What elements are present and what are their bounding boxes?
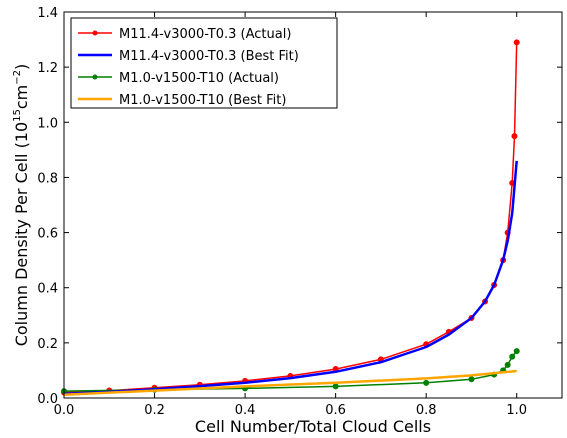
- series-point-2: [509, 353, 516, 360]
- y-tick-label: 1.4: [37, 6, 58, 21]
- y-tick-label: 0.0: [37, 392, 58, 407]
- x-tick-label: 0.4: [235, 403, 256, 418]
- axis-ticks: 0.0 0.2 0.4 0.6 0.8 1.0 0.0 0.2 0.4 0.6 0.8 1.0 1.2 1…: [37, 6, 562, 418]
- legend-label-1: M11.4-v3000-T0.3 (Best Fit): [119, 49, 299, 64]
- y-tick-label: 0.8: [37, 171, 58, 186]
- series-line-3: [63, 369, 517, 396]
- legend-label-0: M11.4-v3000-T0.3 (Actual): [119, 27, 291, 42]
- x-tick-label: 0.2: [144, 403, 165, 418]
- legend-label-2: M1.0-v1500-T10 (Actual): [119, 71, 279, 86]
- series-point-0: [513, 39, 520, 46]
- series-line-0: [63, 42, 518, 394]
- x-axis-label: Cell Number/Total Cloud Cells: [195, 417, 431, 436]
- x-tick-label: 0.0: [54, 403, 75, 418]
- legend-label-3: M1.0-v1500-T10 (Best Fit): [119, 93, 286, 108]
- y-tick-label: 1.0: [37, 116, 58, 131]
- legend-marker-0: [92, 30, 98, 36]
- series-point-2: [423, 379, 430, 386]
- y-tick-label: 1.2: [37, 61, 58, 76]
- y-tick-label: 0.4: [37, 282, 58, 297]
- plot-marks: [61, 39, 520, 396]
- series-point-2: [332, 383, 339, 390]
- legend-box: [70, 17, 338, 109]
- x-tick-label: 0.6: [325, 403, 346, 418]
- series-point-2: [504, 361, 511, 368]
- legend: M11.4-v3000-T0.3 (Actual) M11.4-v3000-T0.…: [70, 17, 338, 109]
- series-point-2: [468, 376, 475, 383]
- series-point-0: [511, 133, 518, 140]
- series-line-1: [63, 160, 518, 396]
- x-tick-label: 1.0: [506, 403, 527, 418]
- plot-frame: [63, 11, 563, 399]
- y-axis-label: Column Density Per Cell (1015cm−2): [12, 64, 31, 347]
- y-tick-label: 0.6: [37, 227, 58, 242]
- legend-marker-2: [92, 74, 98, 80]
- x-tick-label: 0.8: [416, 403, 437, 418]
- y-tick-label: 0.2: [37, 337, 58, 352]
- series-point-2: [513, 348, 520, 355]
